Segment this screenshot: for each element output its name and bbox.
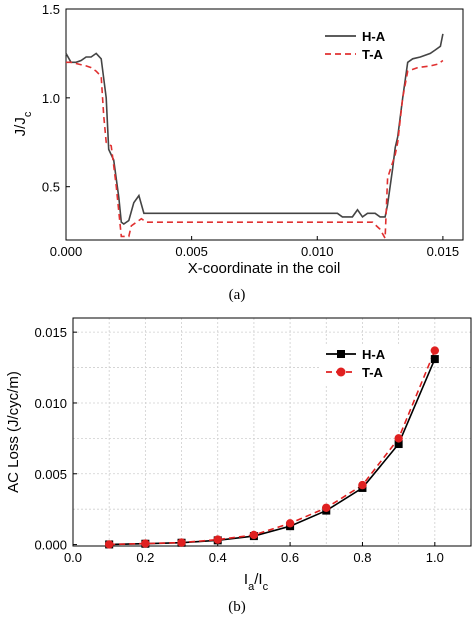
legend-b-ta-marker [336,367,346,377]
y-tick-label-b: 0.000 [34,538,67,553]
data-point-b-t-a [141,539,150,548]
x-tick-label-a: 0.000 [50,244,83,259]
x-tick-label-b: 0.0 [64,550,82,565]
y-tick-label-b: 0.005 [34,467,67,482]
x-tick-label-b: 0.4 [209,550,227,565]
x-tick-label-a: 0.010 [301,244,334,259]
y-axis-label-a: J/Jc [12,111,34,136]
legend-a-ta-label: T-A [362,47,384,62]
x-tick-label-a: 0.005 [175,244,208,259]
legend-a: H-A T-A [325,29,386,62]
data-point-b-t-a [430,346,440,355]
legend-b: H-A T-A [320,344,408,386]
series-line-a-t-a [66,59,444,242]
data-point-b-t-a [394,434,403,443]
legend-b-box [320,344,408,386]
caption-b: (b) [228,599,246,615]
x-tick-label-b: 0.8 [353,550,371,565]
x-tick-label-b: 0.2 [136,550,154,565]
x-tick-label-b: 1.0 [426,550,444,565]
chart-a: 0.000 0.005 0.010 0.015 0.5 1.0 1.5 J/Jc X-coo… [12,2,464,303]
chart-b: 0.0 0.2 0.4 0.6 0.8 1.0 0.000 0.005 0.010 0.015 A… [5,317,472,615]
x-tick-label-b: 0.6 [281,550,299,565]
data-point-b-h-a [430,355,439,364]
plot-b-frame [72,317,472,547]
y-tick-label-a: 1.0 [42,91,60,106]
data-point-b-t-a [213,535,222,544]
legend-b-ha-label: H-A [362,347,386,362]
y-tick-label-a: 0.5 [42,180,60,195]
series-line-b-t-a [109,350,436,546]
legend-b-ha-marker [337,350,345,358]
series-line-b-h-a [109,358,436,546]
caption-a: (a) [229,287,246,303]
plot-a-frame [65,8,464,241]
data-point-b-t-a [177,538,186,547]
y-tick-label-b: 0.010 [34,396,67,411]
data-point-b-t-a [104,540,114,549]
x-tick-label-a: 0.015 [427,244,460,259]
y-tick-label-a: 1.5 [42,2,60,17]
data-point-b-t-a [249,530,259,540]
data-point-b-t-a [322,503,331,512]
legend-b-ta-label: T-A [362,365,384,380]
y-axis-label-b: AC Loss (J/cyc/m) [5,371,22,493]
y-tick-label-b: 0.015 [34,325,67,340]
data-point-b-t-a [358,480,367,490]
x-axis-label-a: X-coordinate in the coil [188,260,341,277]
x-axis-label-b: Ia/Ic [244,571,269,593]
series-line-a-h-a [65,33,444,225]
data-point-b-t-a [285,519,295,528]
data-point-b-h-a [394,440,403,449]
legend-a-ha-label: H-A [362,29,386,44]
